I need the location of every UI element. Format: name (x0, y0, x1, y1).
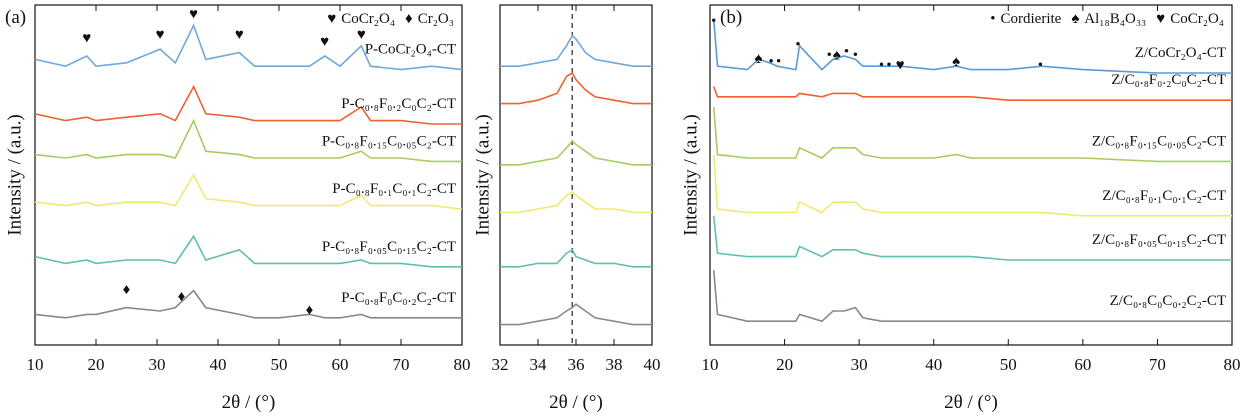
series-label: P-CoCr₂O₄-CT (365, 42, 456, 58)
plot-frame (34, 4, 463, 346)
series-label: P-C₀.₈F₀.₀₅C₀.₁₅C₂-CT (322, 239, 456, 255)
x-tick-label: 32 (492, 355, 509, 374)
x-axis-title: 2θ / (°) (549, 392, 603, 413)
x-tick-label: 20 (776, 355, 793, 374)
xrd-trace (500, 34, 652, 67)
peak-marker: ♦ (306, 302, 314, 318)
peak-marker: • (879, 58, 884, 74)
peak-marker: ♥ (235, 27, 244, 43)
y-axis-title: Intensity / (a.u.) (472, 114, 493, 235)
xrd-trace (34, 23, 463, 71)
xrd-trace (500, 139, 652, 166)
legend: ♥ CoCr₂O₄ ♦ Cr₂O₃ (327, 11, 454, 27)
legend-label: Al₁₈B₄O₃₃ (1084, 11, 1146, 27)
x-tick-label: 38 (606, 355, 623, 374)
series-label: P-C₀.₈F₀.₂C₀C₂-CT (341, 96, 456, 112)
legend: • Cordierite ♠ Al₁₈B₄O₃₃ ♥ CoCr₂O₄ (990, 11, 1224, 27)
series-label: P-C₀.₈F₀C₀.₂C₂-CT (341, 290, 456, 306)
peak-marker: ♥ (189, 7, 198, 23)
legend-symbol: ♥ (327, 11, 336, 27)
legend-symbol: ♠ (1071, 11, 1079, 27)
panel-label: (b) (720, 7, 742, 28)
peak-marker: • (711, 13, 716, 29)
xrd-trace (34, 234, 462, 268)
xrd-trace (712, 270, 1232, 323)
xrd-trace (34, 84, 462, 125)
peak-marker: ♥ (82, 30, 91, 46)
x-tick-label: 36 (568, 355, 585, 374)
legend-label: CoCr₂O₄ (1170, 11, 1224, 27)
x-tick-label: 40 (925, 355, 942, 374)
legend-symbol: ♥ (1156, 11, 1165, 27)
x-tick-label: 40 (210, 355, 227, 374)
peak-marker: • (886, 58, 891, 74)
peak-marker: • (776, 54, 781, 70)
x-tick-label: 34 (530, 355, 548, 374)
peak-marker: ♦ (123, 282, 131, 298)
peak-marker: • (827, 47, 832, 63)
x-axis-title: 2θ / (°) (222, 392, 276, 413)
x-tick-label: 20 (88, 355, 105, 374)
peak-marker: • (853, 47, 858, 63)
legend-label: CoCr₂O₄ (341, 11, 395, 27)
x-axis-title: 2θ / (°) (944, 392, 998, 413)
peak-marker: ♠ (952, 54, 960, 70)
xrd-trace (712, 18, 1232, 74)
peak-marker: • (844, 44, 849, 60)
peak-marker: • (1038, 58, 1043, 74)
peak-marker: ♠ (833, 47, 841, 63)
peak-marker: • (795, 37, 800, 53)
series-label: Z/C₀.₈F₀.₂C₀C₂-CT (1111, 72, 1226, 88)
x-tick-label: 80 (454, 355, 471, 374)
series-label: Z/C₀.₈F₀.₁C₀.₁C₂-CT (1102, 188, 1226, 204)
xrd-trace (500, 303, 652, 326)
y-axis-title: Intensity / (a.u.) (680, 114, 701, 235)
xrd-trace (34, 289, 462, 319)
panel-label: (a) (5, 7, 26, 28)
legend-symbol: • (990, 11, 995, 27)
peak-marker: • (769, 54, 774, 70)
xrd-trace (712, 215, 1232, 261)
xrd-trace (500, 248, 652, 268)
x-tick-label: 40 (644, 355, 661, 374)
peak-marker: ♥ (156, 27, 165, 43)
peak-marker: ♥ (896, 58, 905, 74)
x-tick-label: 50 (1000, 355, 1017, 374)
series-label: P-C₀.₈F₀.₁₅C₀.₀₅C₂-CT (322, 133, 456, 149)
series-label: Z/C₀.₈F₀.₁₅C₀.₀₅C₂-CT (1092, 133, 1226, 149)
x-tick-label: 80 (1224, 355, 1241, 374)
xrd-trace (712, 86, 1232, 101)
series-label: P-C₀.₈F₀.₁C₀.₁C₂-CT (332, 181, 456, 197)
legend-symbol: ♦ (405, 11, 413, 27)
plot-frame (709, 4, 1233, 346)
peak-marker: ♦ (178, 289, 186, 305)
peak-marker: ♠ (754, 51, 762, 67)
series-label: Z/CoCr₂O₄-CT (1135, 45, 1226, 61)
plot-frame (499, 4, 653, 346)
x-tick-label: 50 (271, 355, 288, 374)
x-tick-label: 70 (1149, 355, 1166, 374)
x-tick-label: 30 (149, 355, 166, 374)
series-label: Z/C₀.₈C₀C₀.₂C₂-CT (1110, 293, 1226, 309)
x-tick-label: 60 (332, 355, 349, 374)
x-tick-label: 30 (851, 355, 868, 374)
x-tick-label: 10 (702, 355, 719, 374)
x-tick-label: 10 (27, 355, 44, 374)
xrd-trace (712, 106, 1232, 163)
x-tick-label: 70 (393, 355, 410, 374)
x-tick-label: 60 (1074, 355, 1091, 374)
xrd-trace (34, 173, 463, 210)
xrd-trace (500, 191, 652, 214)
peak-marker: ♥ (320, 34, 329, 50)
legend-label: Cordierite (1001, 11, 1062, 27)
series-label: Z/C₀.₈F₀.₀₅C₀.₁₅C₂-CT (1092, 232, 1226, 248)
peak-marker: ♥ (357, 27, 366, 43)
xrd-trace (500, 71, 652, 105)
xrd-trace (712, 154, 1232, 217)
y-axis-title: Intensity / (a.u.) (4, 114, 25, 235)
legend-label: Cr₂O₃ (418, 11, 454, 27)
xrd-trace (34, 118, 462, 163)
